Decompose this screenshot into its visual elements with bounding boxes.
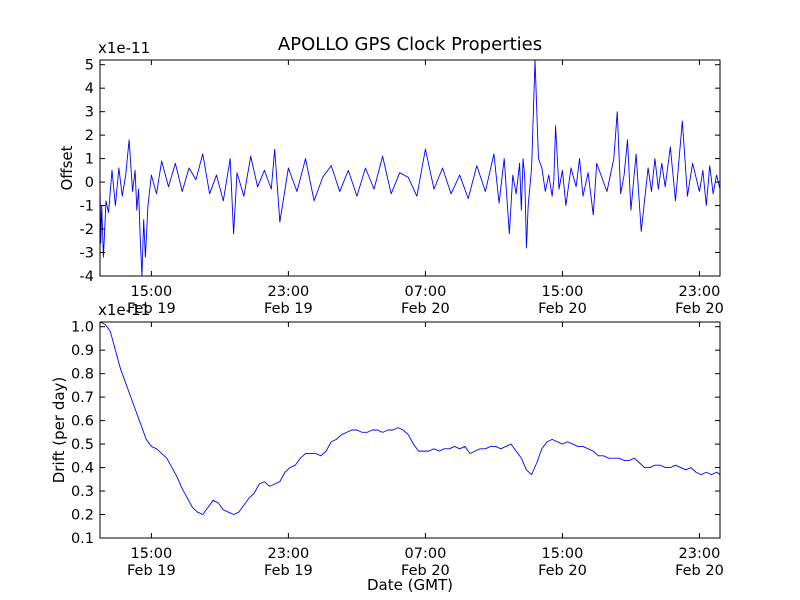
drift-ytick-label: 0.6 — [71, 414, 94, 430]
offset-ytick-label: -2 — [80, 222, 94, 238]
offset-xtick-date-label: Feb 20 — [538, 301, 587, 317]
offset-ytick-label: 1 — [85, 152, 94, 168]
offset-xtick-date-label: Feb 19 — [127, 301, 176, 317]
drift-xtick-date-label: Feb 20 — [675, 563, 724, 579]
offset-multiplier-label: x1e-11 — [98, 39, 150, 57]
drift-ytick-label: 0.7 — [71, 390, 94, 406]
offset-xtick-time-label: 23:00 — [267, 284, 309, 300]
drift-ytick-label: 1.0 — [71, 320, 94, 336]
drift-xtick-date-label: Feb 19 — [127, 563, 176, 579]
drift-marks — [99, 321, 721, 515]
drift-ytick-label: 0.4 — [71, 461, 94, 477]
offset-xtick-date-label: Feb 20 — [675, 301, 724, 317]
offset-axes-frame — [99, 59, 721, 277]
drift-xtick-date-label: Feb 19 — [264, 563, 313, 579]
offset-ytick-label: 0 — [85, 175, 94, 191]
offset-ytick-label: -3 — [80, 246, 94, 262]
drift-xtick-time-label: 15:00 — [542, 546, 584, 562]
offset-plot-area — [100, 60, 720, 276]
offset-y-axis-label: Offset — [58, 145, 76, 190]
offset-ytick-label: 3 — [85, 105, 94, 121]
offset-xtick-time-label: 15:00 — [130, 284, 172, 300]
drift-axes-frame — [99, 321, 721, 539]
drift-xtick-time-label: 07:00 — [405, 546, 447, 562]
drift-xtick-time-label: 23:00 — [679, 546, 721, 562]
offset-marks — [99, 59, 721, 277]
drift-ytick-label: 0.3 — [71, 484, 94, 500]
offset-xtick-time-label: 23:00 — [679, 284, 721, 300]
drift-xtick-time-label: 23:00 — [267, 546, 309, 562]
drift-multiplier-label: x1e-11 — [98, 301, 150, 319]
offset-ytick-label: -1 — [80, 199, 94, 215]
offset-xtick-date-label: Feb 20 — [401, 301, 450, 317]
drift-series-line-0 — [99, 321, 721, 515]
drift-xtick-time-label: 15:00 — [130, 546, 172, 562]
drift-ytick-label: 0.5 — [71, 437, 94, 453]
drift-ytick-label: 0.8 — [71, 367, 94, 383]
drift-ytick-label: 0.9 — [71, 343, 94, 359]
drift-y-axis-label: Drift (per day) — [50, 377, 68, 484]
chart-title: APOLLO GPS Clock Properties — [278, 34, 542, 55]
offset-ytick-label: 4 — [85, 81, 94, 97]
offset-ytick-label: 5 — [85, 58, 94, 74]
offset-xtick-time-label: 15:00 — [542, 284, 584, 300]
drift-xtick-date-label: Feb 20 — [538, 563, 587, 579]
offset-ytick-label: -4 — [80, 269, 94, 285]
drift-ytick-label: 0.1 — [71, 531, 94, 547]
drift-ytick-label: 0.2 — [71, 508, 94, 524]
drift-plot-area — [100, 322, 720, 538]
offset-xtick-time-label: 07:00 — [405, 284, 447, 300]
offset-series-line-0 — [99, 59, 721, 277]
drift-xtick-date-label: Feb 20 — [401, 563, 450, 579]
drift-x-axis-label: Date (GMT) — [367, 576, 453, 594]
offset-ytick-label: 2 — [85, 128, 94, 144]
offset-xtick-date-label: Feb 19 — [264, 301, 313, 317]
